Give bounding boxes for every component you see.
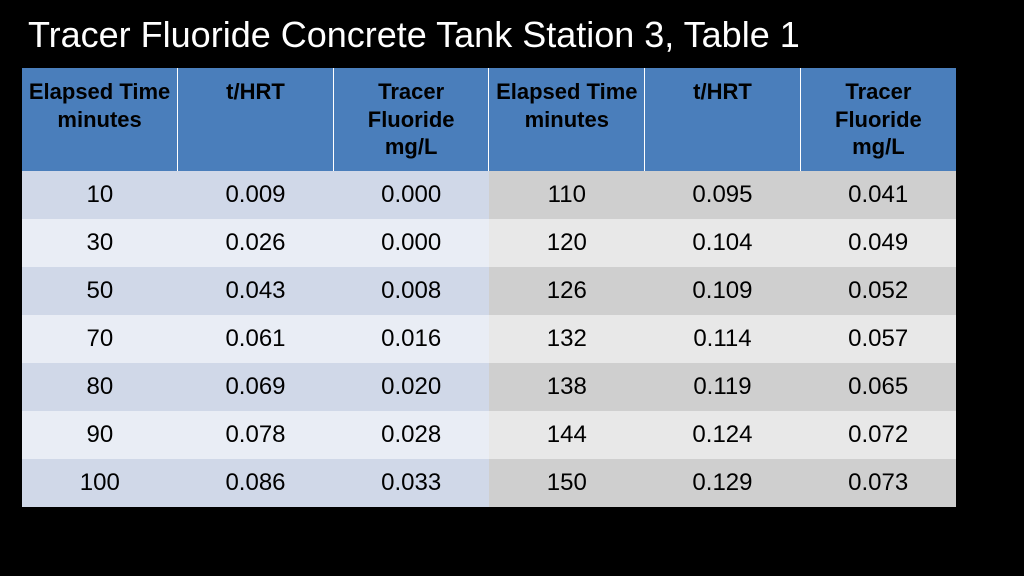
table-cell: 0.008 <box>333 267 489 315</box>
page-title: Tracer Fluoride Concrete Tank Station 3,… <box>0 0 1024 68</box>
table-row: 1000.0860.0331500.1290.073 <box>22 459 956 507</box>
table-row: 100.0090.0001100.0950.041 <box>22 171 956 219</box>
table-cell: 0.033 <box>333 459 489 507</box>
table-cell: 30 <box>22 219 178 267</box>
table-cell: 0.026 <box>178 219 334 267</box>
table-cell: 80 <box>22 363 178 411</box>
table-cell: 70 <box>22 315 178 363</box>
table-cell: 0.109 <box>645 267 801 315</box>
table-cell: 0.124 <box>645 411 801 459</box>
col-header: t/HRT <box>178 68 334 171</box>
table-cell: 0.041 <box>800 171 956 219</box>
table-cell: 120 <box>489 219 645 267</box>
table-row: 300.0260.0001200.1040.049 <box>22 219 956 267</box>
table-header-row: Elapsed Time minutes t/HRT Tracer Fluori… <box>22 68 956 171</box>
table-cell: 50 <box>22 267 178 315</box>
table-row: 900.0780.0281440.1240.072 <box>22 411 956 459</box>
table-cell: 0.016 <box>333 315 489 363</box>
table-cell: 0.072 <box>800 411 956 459</box>
table-cell: 126 <box>489 267 645 315</box>
table-cell: 138 <box>489 363 645 411</box>
table-cell: 0.052 <box>800 267 956 315</box>
table-cell: 0.028 <box>333 411 489 459</box>
table-cell: 0.095 <box>645 171 801 219</box>
table-cell: 10 <box>22 171 178 219</box>
col-header: Elapsed Time minutes <box>22 68 178 171</box>
table-cell: 0.069 <box>178 363 334 411</box>
table-cell: 0.049 <box>800 219 956 267</box>
table-cell: 0.009 <box>178 171 334 219</box>
table-row: 800.0690.0201380.1190.065 <box>22 363 956 411</box>
table-cell: 0.073 <box>800 459 956 507</box>
table-cell: 0.129 <box>645 459 801 507</box>
table-cell: 144 <box>489 411 645 459</box>
data-table: Elapsed Time minutes t/HRT Tracer Fluori… <box>22 68 956 507</box>
table-cell: 0.043 <box>178 267 334 315</box>
col-header: Tracer Fluoride mg/L <box>333 68 489 171</box>
table-cell: 0.057 <box>800 315 956 363</box>
table-cell: 0.104 <box>645 219 801 267</box>
col-header: t/HRT <box>645 68 801 171</box>
table-body: 100.0090.0001100.0950.041300.0260.000120… <box>22 171 956 507</box>
table-cell: 0.119 <box>645 363 801 411</box>
table-cell: 0.114 <box>645 315 801 363</box>
table-cell: 110 <box>489 171 645 219</box>
col-header: Tracer Fluoride mg/L <box>800 68 956 171</box>
table-cell: 90 <box>22 411 178 459</box>
table-cell: 150 <box>489 459 645 507</box>
table-row: 700.0610.0161320.1140.057 <box>22 315 956 363</box>
table-container: Elapsed Time minutes t/HRT Tracer Fluori… <box>0 68 1024 507</box>
table-cell: 100 <box>22 459 178 507</box>
table-cell: 0.000 <box>333 171 489 219</box>
table-cell: 0.086 <box>178 459 334 507</box>
table-cell: 0.020 <box>333 363 489 411</box>
table-cell: 0.061 <box>178 315 334 363</box>
table-cell: 0.078 <box>178 411 334 459</box>
col-header: Elapsed Time minutes <box>489 68 645 171</box>
table-cell: 132 <box>489 315 645 363</box>
table-cell: 0.000 <box>333 219 489 267</box>
table-cell: 0.065 <box>800 363 956 411</box>
table-row: 500.0430.0081260.1090.052 <box>22 267 956 315</box>
